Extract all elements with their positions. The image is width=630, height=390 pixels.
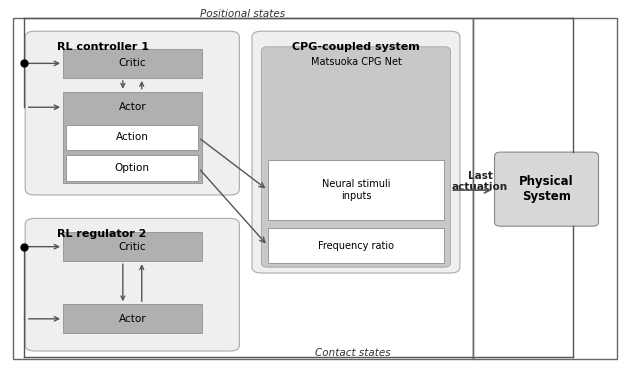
Text: Physical
System: Physical System xyxy=(519,175,574,203)
Text: Option: Option xyxy=(115,163,150,173)
FancyBboxPatch shape xyxy=(252,31,460,273)
Bar xyxy=(268,160,444,220)
FancyBboxPatch shape xyxy=(261,47,450,267)
Text: Contact states: Contact states xyxy=(315,348,391,358)
Text: CPG-coupled system: CPG-coupled system xyxy=(292,42,420,52)
Text: Actor: Actor xyxy=(118,314,146,324)
Bar xyxy=(66,155,198,181)
Text: Last
actuation: Last actuation xyxy=(452,170,508,192)
Text: Actor: Actor xyxy=(118,102,146,112)
Bar xyxy=(268,228,444,263)
Text: Action: Action xyxy=(116,133,149,142)
Text: Frequency ratio: Frequency ratio xyxy=(318,241,394,251)
Bar xyxy=(63,304,202,333)
Text: RL controller 1: RL controller 1 xyxy=(57,42,149,52)
Text: Positional states: Positional states xyxy=(200,9,285,19)
Bar xyxy=(472,18,617,359)
Text: Neural stimuli
inputs: Neural stimuli inputs xyxy=(322,179,390,201)
FancyBboxPatch shape xyxy=(25,218,239,351)
Bar xyxy=(63,232,202,261)
Text: Critic: Critic xyxy=(118,58,146,68)
Text: RL regulator 2: RL regulator 2 xyxy=(57,229,146,239)
Text: Matsuoka CPG Net: Matsuoka CPG Net xyxy=(311,57,401,67)
Text: Critic: Critic xyxy=(118,242,146,252)
FancyBboxPatch shape xyxy=(495,152,598,226)
Bar xyxy=(66,125,198,150)
Bar xyxy=(63,92,202,183)
Bar xyxy=(63,49,202,78)
Bar xyxy=(13,18,472,359)
FancyBboxPatch shape xyxy=(25,31,239,195)
